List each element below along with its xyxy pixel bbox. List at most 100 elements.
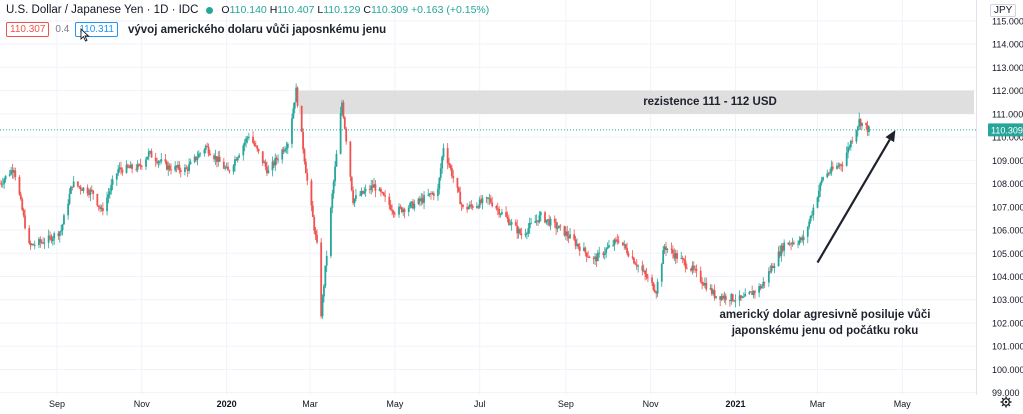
candle-282 — [546, 219, 549, 226]
candle-433 — [840, 163, 843, 172]
y-tick-label-4: 103.000 — [992, 295, 1023, 305]
candle-385 — [748, 290, 751, 296]
candle-177 — [342, 100, 345, 119]
candle-254 — [491, 196, 494, 208]
candle-246 — [477, 204, 480, 210]
candle-74 — [140, 164, 143, 170]
candle-392 — [760, 283, 763, 289]
candle-166 — [321, 294, 324, 319]
candle-266 — [516, 219, 519, 240]
candle-71 — [136, 160, 139, 173]
symbol-title[interactable]: U.S. Dollar / Japanese Yen · 1D · IDC — [6, 4, 199, 16]
candle-153 — [295, 83, 298, 103]
candle-237 — [459, 186, 462, 205]
candle-330 — [641, 260, 644, 276]
candle-89 — [170, 163, 172, 175]
candle-189 — [364, 184, 367, 197]
candle-93 — [178, 161, 181, 174]
candle-249 — [481, 195, 484, 210]
candle-8 — [13, 167, 15, 179]
buy-price-button[interactable]: 110.311 — [75, 22, 118, 37]
candle-1 — [0, 180, 3, 188]
candle-216 — [418, 195, 421, 207]
candle-373 — [723, 291, 726, 303]
candle-149 — [286, 142, 289, 155]
resistance-annotation: rezistence 111 - 112 USD — [643, 96, 777, 109]
candle-5 — [8, 169, 11, 177]
x-tick-label-8: 2021 — [725, 399, 745, 409]
price-axis[interactable]: 99.000 100.000 101.000 102.000 103.000 104.00… — [992, 16, 1023, 398]
candle-309 — [598, 246, 601, 258]
candle-346 — [672, 245, 674, 259]
candle-67 — [128, 165, 131, 169]
high-value: 110.407 — [277, 4, 315, 16]
candle-54 — [101, 202, 104, 216]
candle-32 — [60, 224, 63, 236]
candle-55 — [106, 191, 108, 216]
candle-264 — [510, 218, 513, 231]
close-label: C — [363, 4, 371, 16]
candle-163 — [314, 226, 317, 240]
open-label: O — [221, 4, 230, 16]
candle-86 — [165, 160, 168, 171]
x-tick-label-4: May — [386, 399, 404, 409]
gear-icon[interactable] — [1000, 396, 1012, 408]
symbol-header: U.S. Dollar / Japanese Yen · 1D · IDC O1… — [6, 4, 489, 16]
candle-260 — [505, 206, 507, 218]
candle-301 — [584, 246, 587, 257]
candle-391 — [759, 283, 762, 291]
time-axis[interactable]: Sep Nov 2020 Mar May Jul Sep Nov 2021 Mar May — [49, 399, 911, 409]
candle-30 — [57, 230, 60, 240]
currency-button[interactable]: JPY — [990, 4, 1017, 17]
candle-87 — [167, 161, 170, 176]
candle-394 — [763, 281, 766, 288]
candle-183 — [353, 198, 356, 208]
candle-336 — [652, 281, 655, 292]
candle-196 — [380, 186, 382, 197]
candle-198 — [382, 191, 385, 197]
candle-234 — [452, 169, 455, 183]
x-tick-label-6: Sep — [558, 399, 574, 409]
candle-126 — [243, 139, 246, 152]
sell-price-button[interactable]: 110.307 — [6, 22, 50, 37]
candle-99 — [189, 158, 192, 165]
candle-3 — [3, 177, 6, 189]
candle-28 — [51, 235, 54, 246]
candle-195 — [378, 187, 381, 192]
candle-117 — [225, 162, 228, 169]
candle-148 — [285, 141, 288, 154]
open-value: 110.140 — [229, 4, 267, 16]
candle-351 — [681, 255, 684, 264]
candle-34 — [63, 213, 65, 225]
candle-312 — [605, 247, 608, 258]
candle-220 — [427, 188, 430, 197]
last-price-text: 110.309 — [991, 125, 1023, 135]
candle-205 — [398, 203, 400, 218]
candle-156 — [302, 128, 304, 154]
candle-90 — [174, 161, 177, 173]
y-tick-label-2: 101.000 — [992, 342, 1023, 352]
candle-110 — [213, 153, 216, 163]
close-value: 110.309 — [370, 4, 409, 16]
candle-114 — [218, 150, 221, 162]
candle-190 — [368, 184, 371, 194]
candle-16 — [29, 240, 32, 250]
candle-210 — [407, 205, 410, 217]
candle-324 — [627, 251, 630, 258]
candle-199 — [384, 190, 387, 202]
candle-186 — [360, 187, 363, 197]
x-tick-label-1: Nov — [134, 399, 151, 409]
candle-219 — [423, 191, 425, 210]
candle-300 — [583, 242, 585, 252]
candle-258 — [499, 213, 502, 218]
candle-35 — [67, 199, 70, 220]
candle-137 — [264, 159, 267, 171]
candle-368 — [713, 284, 716, 301]
y-tick-label-16: 115.000 — [992, 16, 1023, 26]
candle-101 — [195, 156, 197, 163]
candle-187 — [361, 190, 364, 195]
candle-85 — [164, 153, 167, 165]
candle-181 — [350, 176, 353, 192]
y-tick-label-11: 110.000 — [992, 133, 1023, 143]
